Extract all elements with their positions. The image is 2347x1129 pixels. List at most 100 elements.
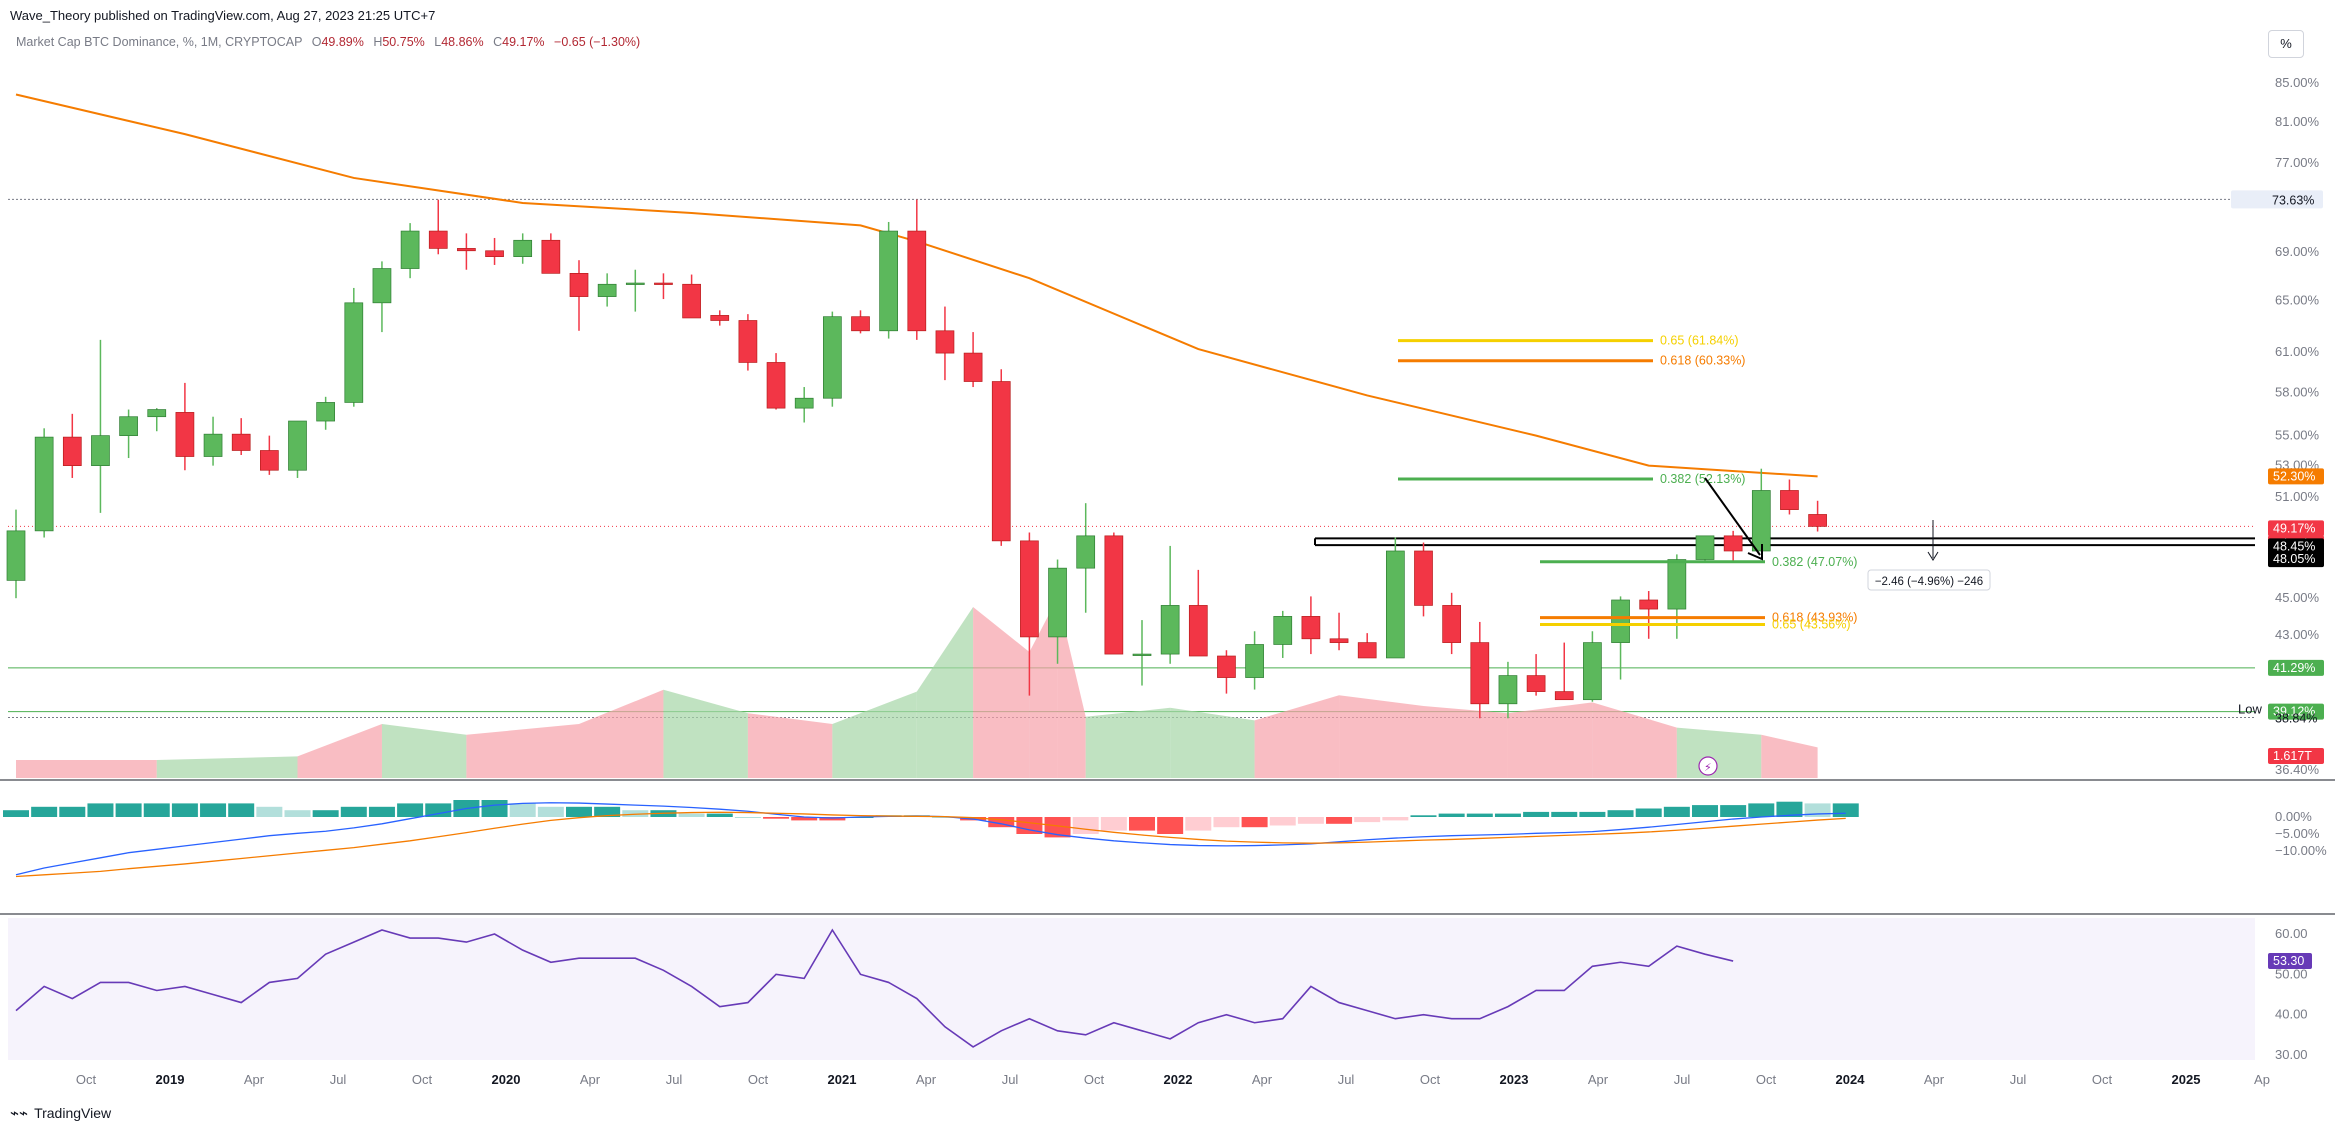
volume-area-segment [579,689,664,778]
rsi-tag-box [2268,953,2312,970]
x-axis-tick-label: Oct [76,1072,97,1087]
y-axis-tick-label: 85.00% [2275,75,2320,90]
x-axis-tick-label: Jul [1002,1072,1019,1087]
volume-area-segment [466,724,579,778]
measure-label: −2.46 (−4.96%) −246 [1875,576,1983,588]
low-label: Low [2238,701,2262,716]
macd-histogram-bar [537,806,564,817]
candle-body [1498,675,1518,705]
x-axis-tick-label: Oct [748,1072,769,1087]
macd-histogram-bar [1607,810,1634,817]
low-value: 48.86% [441,35,484,49]
x-axis-tick-label: Oct [1420,1072,1441,1087]
macd-histogram-bar [256,806,283,817]
fib-level-label: 0.382 (52.13%) [1660,472,1745,486]
close-key: C [493,35,503,49]
percent-scale-button[interactable]: % [2268,30,2304,58]
x-axis-tick-label: Oct [412,1072,433,1087]
volume-area-segment [1057,598,1086,778]
macd-histogram-bar [791,817,818,821]
rsi-axis-tick: 40.00 [2275,1007,2308,1022]
candle-body [513,239,533,257]
macd-histogram-bar [200,803,227,817]
macd-histogram-bar [1100,817,1127,831]
candle-body [682,283,701,319]
volume-area-segment [1676,727,1762,778]
candle-body [1470,642,1490,705]
volume-area-segment [1254,695,1340,778]
macd-histogram-bar [1692,805,1718,817]
candle-body [1132,653,1152,656]
macd-histogram-bar [171,803,198,817]
candle-body [1583,642,1602,701]
candle-body [1160,605,1180,655]
candle-body [288,420,307,471]
macd-histogram-bar [115,803,142,817]
high-tag-box [2231,190,2323,209]
x-axis-tick-label: Jul [1338,1072,1355,1087]
candle-body [935,330,955,354]
macd-histogram-bar [594,806,621,817]
candle-body [1751,490,1771,552]
rsi-axis-tick: 30.00 [2275,1047,2308,1062]
candle-body [1188,605,1208,657]
candle-body [119,416,138,436]
price-tag: 48.05% [2273,552,2315,566]
candle-body [260,450,279,471]
volume-area-segment [1170,707,1255,778]
price-tag: 39.12% [2273,705,2315,719]
rsi-tag: 53.30 [2273,954,2304,968]
macd-histogram-bar [1579,811,1606,817]
x-axis-tick-label: Jul [2010,1072,2027,1087]
x-axis-tick-label: Jul [666,1072,683,1087]
measure-label-box [1867,569,1991,591]
candle-body [6,530,26,581]
volume-area-segment [156,756,298,778]
macd-histogram-bar [1551,811,1578,817]
macd-histogram-bar [819,817,846,821]
candle-body [541,239,561,274]
fib-level-label: 0.65 (43.56%) [1772,618,1851,632]
x-axis-tick-label: Apr [1252,1072,1273,1087]
projection-arrow-head [1747,544,1763,561]
macd-histogram-bar [1720,805,1747,817]
candle-body [1217,655,1236,678]
macd-histogram-bar [87,803,114,817]
candle-body [822,316,842,399]
y-axis-tick-label: 77.00% [2275,155,2320,170]
measure-arrow-head [1927,551,1939,561]
x-axis-tick-label: Oct [1756,1072,1777,1087]
volume-area-segment [16,760,157,778]
x-axis-tick-label: 2024 [1836,1072,1866,1087]
candle-body [316,402,335,422]
macd-histogram-bar [706,813,733,817]
candle-body [1442,605,1462,643]
macd-histogram-bar [1269,817,1296,826]
x-axis-tick-label: Oct [1084,1072,1105,1087]
low-tag: 38.84% [2275,711,2317,725]
high-value: 50.75% [382,35,425,49]
candle-body [1245,644,1264,678]
macd-histogram-bar [312,810,339,817]
macd-histogram-bar [1016,817,1043,834]
fib-level-label: 0.618 (60.33%) [1660,354,1745,368]
high-key: H [373,35,383,49]
x-axis-tick-label: Apr [1588,1072,1609,1087]
candle-body [710,315,730,321]
macd-histogram-bar [59,806,86,817]
price-tag: 49.17% [2273,521,2315,535]
projection-arrow-line [1704,477,1761,556]
macd-axis-tick: −10.00% [2275,843,2327,858]
candle-body [1273,616,1293,645]
volume-area-segment [1085,707,1171,778]
price-tag-box [2268,659,2324,676]
candle-body [1611,599,1630,643]
close-value: 49.17% [502,35,545,49]
rsi-axis-tick: 60.00 [2275,926,2308,941]
macd-histogram-bar [1832,803,1859,817]
y-axis-tick-label: 81.00% [2275,114,2320,129]
macd-histogram-bar [1129,817,1155,831]
macd-histogram-bar [931,817,958,818]
y-axis-tick-label: 69.00% [2275,244,2320,259]
